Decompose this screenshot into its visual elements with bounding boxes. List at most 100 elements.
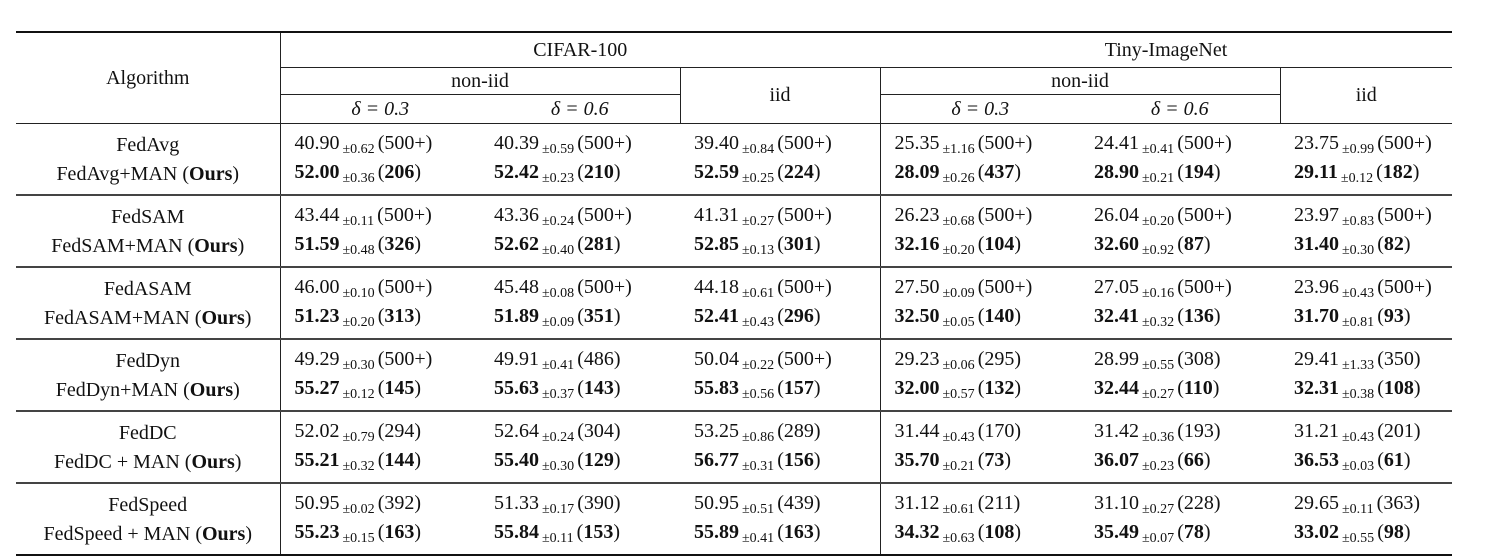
- accuracy-std: ±0.07: [1142, 531, 1175, 546]
- accuracy-std: ±0.56: [742, 387, 775, 402]
- algorithm-name: FedSpeed: [16, 483, 280, 519]
- result-cell: 34.32 ±0.63 (108): [879, 519, 1080, 555]
- rounds-to-target: 93: [1383, 305, 1404, 327]
- rounds-to-target: (308): [1177, 348, 1221, 370]
- result-cell: 31.12 ±0.61 (211): [879, 483, 1080, 519]
- accuracy-mean: 50.95: [294, 492, 340, 514]
- accuracy-mean: 24.41: [1094, 132, 1139, 154]
- rounds-to-target: 140: [984, 305, 1015, 327]
- algorithm-label: FedASAM: [103, 277, 192, 300]
- accuracy-std: ±0.23: [1142, 459, 1175, 474]
- ours-row: FedSAM+MAN (Ours) 51.59 ±0.48 (326) 52.62 ±0.…: [16, 231, 1452, 267]
- result-cell: 23.97 ±0.83 (500+): [1280, 195, 1452, 231]
- accuracy-std: ±0.03: [1342, 459, 1375, 474]
- accuracy-std: ±0.41: [542, 358, 575, 373]
- rounds-to-target: (500+): [777, 348, 832, 370]
- rounds-to-target: 104: [984, 233, 1015, 255]
- result-cell: 31.10 ±0.27 (228): [1080, 483, 1280, 519]
- result-cell: 32.00 ±0.57 (132): [879, 375, 1080, 411]
- ours-row: FedDC + MAN (Ours) 55.21 ±0.32 (144) 55.40 ±0…: [16, 447, 1452, 483]
- result-cell: 51.89 ±0.09 (351): [494, 305, 621, 330]
- ours-tag: Ours: [194, 234, 238, 257]
- accuracy-std: ±0.23: [542, 171, 575, 186]
- accuracy-mean: 36.07: [1094, 449, 1139, 471]
- accuracy-mean: 56.77: [694, 449, 739, 471]
- accuracy-mean: 31.12: [894, 492, 940, 514]
- accuracy-mean: 50.04: [694, 348, 739, 370]
- ours-row: FedSpeed + MAN (Ours) 55.23 ±0.15 (163) 55.8…: [16, 519, 1452, 555]
- header-cifar-noniid: non-iid: [279, 67, 680, 95]
- accuracy-std: ±0.24: [542, 430, 575, 445]
- algorithm-name: FedSAM+MAN (Ours): [51, 234, 245, 257]
- rounds-to-target: (500+): [977, 132, 1033, 154]
- result-cell: 43.44 ±0.11 (500+): [279, 195, 480, 231]
- results-table: Algorithm CIFAR-100 Tiny-ImageNet non-ii…: [16, 31, 1452, 556]
- accuracy-std: ±0.32: [342, 459, 375, 474]
- result-cell: 55.83 ±0.56 (157): [694, 377, 821, 402]
- accuracy-mean: 55.83: [694, 377, 739, 399]
- accuracy-std: ±0.02: [342, 502, 375, 517]
- result-cell: 55.84 ±0.11 (153): [494, 521, 621, 546]
- accuracy-std: ±0.32: [1142, 315, 1175, 330]
- result-cell: 40.90 ±0.62 (500+): [279, 123, 480, 159]
- accuracy-mean: 51.59: [294, 233, 340, 255]
- algorithm-label: FedSAM+MAN: [51, 234, 183, 257]
- accuracy-std: ±0.43: [1342, 430, 1375, 445]
- accuracy-mean: 32.41: [1094, 305, 1139, 327]
- result-cell: 29.65 ±0.11 (363): [1280, 483, 1452, 519]
- accuracy-std: ±0.09: [542, 315, 575, 330]
- rounds-to-target: (294): [377, 420, 422, 442]
- accuracy-std: ±0.20: [942, 243, 975, 258]
- accuracy-mean: 36.53: [1294, 449, 1339, 471]
- baseline-row: FedSAM 43.44 ±0.11 (500+) 43.36 ±0.24 (500+) 41…: [16, 195, 1452, 231]
- rounds-to-target: (201): [1377, 420, 1421, 442]
- accuracy-mean: 51.89: [494, 305, 539, 327]
- accuracy-std: ±0.12: [342, 387, 375, 402]
- accuracy-std: ±0.08: [542, 286, 575, 301]
- accuracy-std: ±0.43: [742, 315, 775, 330]
- accuracy-std: ±0.20: [342, 315, 375, 330]
- rounds-to-target: 301: [783, 233, 814, 255]
- accuracy-std: ±0.51: [742, 502, 775, 517]
- algorithm-name: FedAvg+MAN (Ours): [56, 162, 240, 185]
- accuracy-mean: 50.95: [694, 492, 739, 514]
- accuracy-mean: 26.23: [894, 204, 940, 226]
- accuracy-mean: 55.21: [294, 449, 340, 471]
- accuracy-std: ±0.61: [942, 502, 975, 517]
- result-cell: 28.90 ±0.21 (194): [1094, 161, 1221, 186]
- accuracy-std: ±0.17: [542, 502, 575, 517]
- accuracy-mean: 35.49: [1094, 521, 1139, 543]
- algorithm-name: FedDyn: [16, 339, 280, 375]
- result-cell: 35.49 ±0.07 (78): [1094, 521, 1211, 546]
- result-cell: 23.75 ±0.99 (500+): [1280, 124, 1452, 160]
- accuracy-mean: 23.97: [1294, 204, 1339, 226]
- rounds-to-target: (350): [1377, 348, 1421, 370]
- result-cell: 31.70 ±0.81 (93): [1294, 305, 1411, 330]
- accuracy-mean: 51.33: [494, 492, 539, 514]
- result-cell: 51.59 ±0.48 (326): [279, 231, 480, 267]
- rounds-to-target: 163: [783, 521, 814, 543]
- header-tiny-delta-03: δ = 0.3: [879, 94, 1080, 124]
- result-cell: 31.21 ±0.43 (201): [1280, 411, 1452, 447]
- accuracy-std: ±1.16: [942, 142, 975, 157]
- result-cell: 32.31 ±0.38 (108): [1294, 377, 1421, 402]
- accuracy-mean: 28.90: [1094, 161, 1139, 183]
- ours-tag: Ours: [201, 306, 245, 329]
- accuracy-mean: 52.41: [694, 305, 739, 327]
- algorithm-name: FedASAM+MAN (Ours): [44, 306, 252, 329]
- rounds-to-target: 206: [384, 161, 415, 183]
- rounds-to-target: (500+): [977, 276, 1033, 298]
- result-cell: 24.41 ±0.41 (500+): [1080, 124, 1280, 160]
- rounds-to-target: (500+): [577, 276, 632, 298]
- accuracy-mean: 52.64: [494, 420, 539, 442]
- accuracy-std: ±0.11: [542, 531, 574, 546]
- accuracy-mean: 32.60: [1094, 233, 1139, 255]
- accuracy-mean: 27.50: [894, 276, 940, 298]
- accuracy-std: ±0.30: [1342, 243, 1375, 258]
- accuracy-std: ±0.79: [342, 430, 375, 445]
- accuracy-mean: 43.44: [294, 204, 340, 226]
- rounds-to-target: (500+): [1177, 132, 1232, 154]
- accuracy-std: ±0.68: [942, 214, 975, 229]
- algorithm-name: FedDC: [16, 411, 280, 447]
- accuracy-std: ±0.99: [1342, 142, 1375, 157]
